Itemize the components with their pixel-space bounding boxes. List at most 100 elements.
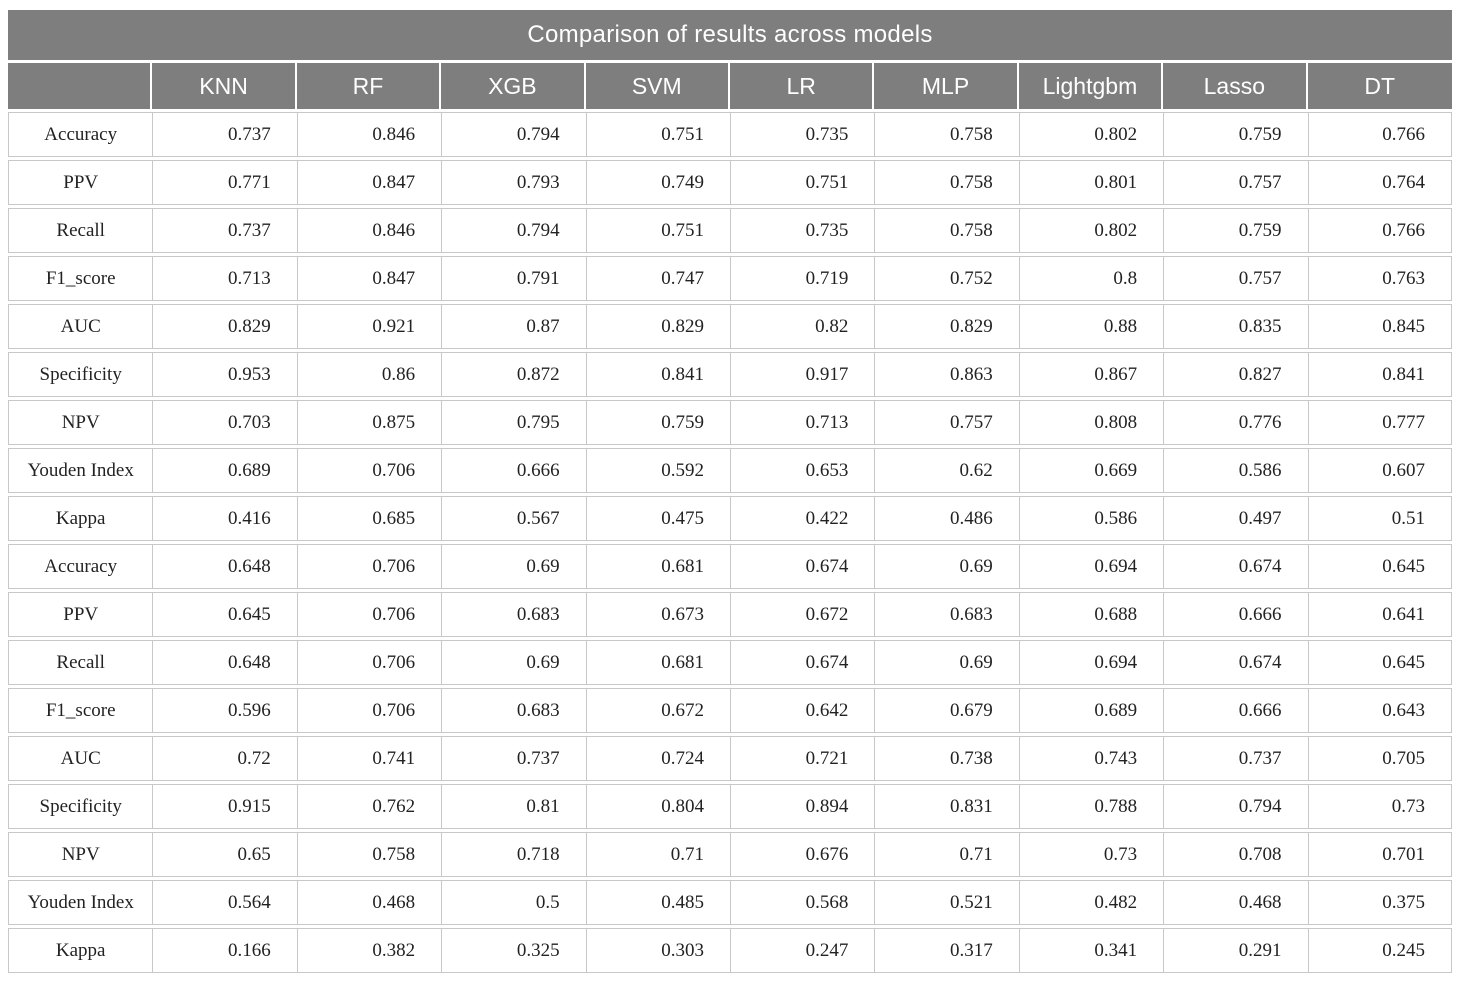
metric-label: Youden Index <box>8 448 153 493</box>
metric-value: 0.867 <box>1018 352 1164 397</box>
metric-value: 0.921 <box>296 304 442 349</box>
table-body: Accuracy 0.737 0.846 0.794 0.751 0.735 0.758 0.… <box>8 112 1452 973</box>
metric-value: 0.666 <box>1163 592 1308 637</box>
metric-value: 0.5 <box>441 880 586 925</box>
metric-value: 0.674 <box>1163 640 1308 685</box>
metric-value: 0.771 <box>152 160 297 205</box>
table-row: NPV 0.65 0.758 0.718 0.71 0.676 0.71 0.73 0.708 0… <box>8 832 1452 877</box>
metric-value: 0.794 <box>441 208 586 253</box>
metric-value: 0.88 <box>1018 304 1164 349</box>
metric-value: 0.703 <box>152 400 297 445</box>
metric-value: 0.375 <box>1307 880 1452 925</box>
metric-value: 0.683 <box>874 592 1019 637</box>
table-row: Specificity 0.953 0.86 0.872 0.841 0.917 0.863… <box>8 352 1452 397</box>
metric-value: 0.51 <box>1307 496 1452 541</box>
metric-value: 0.845 <box>1307 304 1452 349</box>
column-header-xgb: XGB <box>441 63 586 109</box>
metric-value: 0.685 <box>296 496 442 541</box>
column-header-svm: SVM <box>585 63 730 109</box>
metric-value: 0.953 <box>152 352 297 397</box>
metric-value: 0.793 <box>441 160 586 205</box>
column-header-dt: DT <box>1307 63 1452 109</box>
metric-value: 0.485 <box>585 880 730 925</box>
title-row: Comparison of results across models <box>8 10 1452 60</box>
metric-value: 0.846 <box>296 208 442 253</box>
metric-value: 0.245 <box>1307 928 1452 973</box>
metric-value: 0.694 <box>1018 640 1164 685</box>
column-header-lr: LR <box>729 63 875 109</box>
metric-value: 0.62 <box>874 448 1019 493</box>
metric-value: 0.706 <box>296 640 442 685</box>
metric-value: 0.72 <box>152 736 297 781</box>
metric-value: 0.841 <box>585 352 730 397</box>
metric-value: 0.738 <box>874 736 1019 781</box>
metric-label: Youden Index <box>8 880 153 925</box>
metric-value: 0.863 <box>874 352 1019 397</box>
metric-value: 0.689 <box>1018 688 1164 733</box>
metric-value: 0.791 <box>441 256 586 301</box>
metric-value: 0.674 <box>1163 544 1308 589</box>
metric-value: 0.808 <box>1018 400 1164 445</box>
metric-value: 0.846 <box>296 112 442 157</box>
column-header-knn: KNN <box>152 63 297 109</box>
table-row: Kappa 0.416 0.685 0.567 0.475 0.422 0.486 0.586… <box>8 496 1452 541</box>
metric-value: 0.724 <box>585 736 730 781</box>
metric-value: 0.829 <box>874 304 1019 349</box>
metric-value: 0.718 <box>441 832 586 877</box>
metric-value: 0.645 <box>1307 544 1452 589</box>
metric-value: 0.713 <box>152 256 297 301</box>
table-row: F1_score 0.596 0.706 0.683 0.672 0.642 0.679 0.… <box>8 688 1452 733</box>
metric-value: 0.841 <box>1307 352 1452 397</box>
metric-value: 0.81 <box>441 784 586 829</box>
column-header-rf: RF <box>296 63 442 109</box>
metric-value: 0.829 <box>585 304 730 349</box>
metric-value: 0.749 <box>585 160 730 205</box>
metric-value: 0.689 <box>152 448 297 493</box>
metric-value: 0.737 <box>152 208 297 253</box>
table-row: NPV 0.703 0.875 0.795 0.759 0.713 0.757 0.808 0.… <box>8 400 1452 445</box>
metric-value: 0.673 <box>585 592 730 637</box>
metric-value: 0.82 <box>729 304 875 349</box>
metric-label: PPV <box>8 592 153 637</box>
metric-value: 0.757 <box>874 400 1019 445</box>
metric-value: 0.666 <box>441 448 586 493</box>
table-row: F1_score 0.713 0.847 0.791 0.747 0.719 0.752 0.… <box>8 256 1452 301</box>
metric-value: 0.679 <box>874 688 1019 733</box>
metric-value: 0.648 <box>152 544 297 589</box>
metric-value: 0.586 <box>1018 496 1164 541</box>
metric-value: 0.669 <box>1018 448 1164 493</box>
metric-value: 0.586 <box>1163 448 1308 493</box>
metric-value: 0.653 <box>729 448 875 493</box>
metric-label: Recall <box>8 208 153 253</box>
metric-label: Accuracy <box>8 112 153 157</box>
metric-value: 0.751 <box>729 160 875 205</box>
metric-value: 0.776 <box>1163 400 1308 445</box>
metric-value: 0.706 <box>296 448 442 493</box>
column-header-lightgbm: Lightgbm <box>1018 63 1164 109</box>
metric-value: 0.71 <box>585 832 730 877</box>
metric-value: 0.766 <box>1307 208 1452 253</box>
metric-value: 0.681 <box>585 640 730 685</box>
metric-value: 0.475 <box>585 496 730 541</box>
metric-value: 0.382 <box>296 928 442 973</box>
metric-value: 0.341 <box>1018 928 1164 973</box>
metric-value: 0.592 <box>585 448 730 493</box>
metric-value: 0.643 <box>1307 688 1452 733</box>
metric-value: 0.303 <box>585 928 730 973</box>
metric-value: 0.766 <box>1307 112 1452 157</box>
metric-value: 0.759 <box>1163 208 1308 253</box>
metric-value: 0.735 <box>729 208 875 253</box>
metric-value: 0.917 <box>729 352 875 397</box>
metric-value: 0.762 <box>296 784 442 829</box>
metric-value: 0.757 <box>1163 256 1308 301</box>
metric-value: 0.719 <box>729 256 875 301</box>
table-row: AUC 0.829 0.921 0.87 0.829 0.82 0.829 0.88 0.835… <box>8 304 1452 349</box>
metric-value: 0.317 <box>874 928 1019 973</box>
metric-label: NPV <box>8 400 153 445</box>
metric-value: 0.568 <box>729 880 875 925</box>
metric-value: 0.69 <box>441 544 586 589</box>
metric-value: 0.674 <box>729 640 875 685</box>
metric-value: 0.741 <box>296 736 442 781</box>
metric-value: 0.416 <box>152 496 297 541</box>
metric-value: 0.596 <box>152 688 297 733</box>
